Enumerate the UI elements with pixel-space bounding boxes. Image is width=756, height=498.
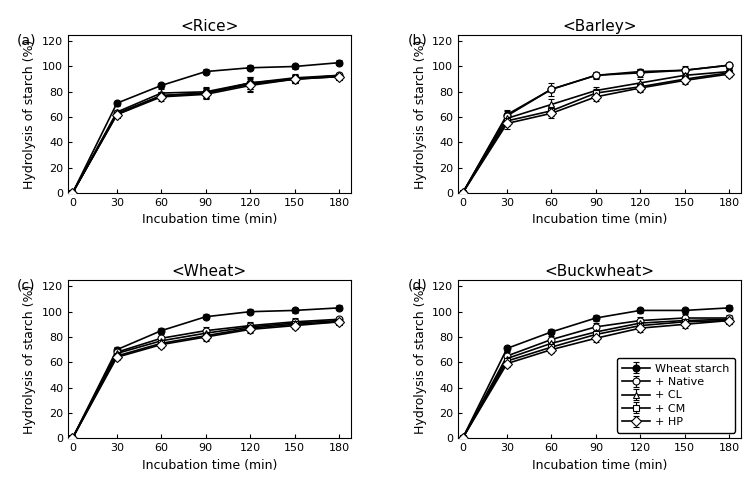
Legend: Wheat starch, + Native, + CL, + CM, + HP: Wheat starch, + Native, + CL, + CM, + HP [616, 358, 736, 433]
Y-axis label: Hydrolysis of starch (%): Hydrolysis of starch (%) [414, 39, 426, 189]
Y-axis label: Hydrolysis of starch (%): Hydrolysis of starch (%) [23, 284, 36, 434]
Title: <Buckwheat>: <Buckwheat> [544, 264, 655, 279]
Text: (b): (b) [407, 33, 427, 47]
X-axis label: Incubation time (min): Incubation time (min) [141, 214, 277, 227]
Y-axis label: Hydrolysis of starch (%): Hydrolysis of starch (%) [414, 284, 426, 434]
X-axis label: Incubation time (min): Incubation time (min) [531, 459, 668, 472]
Title: <Rice>: <Rice> [180, 19, 239, 34]
X-axis label: Incubation time (min): Incubation time (min) [141, 459, 277, 472]
Text: (a): (a) [17, 33, 36, 47]
Title: <Barley>: <Barley> [562, 19, 637, 34]
Text: (c): (c) [17, 278, 36, 292]
Title: <Wheat>: <Wheat> [172, 264, 247, 279]
Text: (d): (d) [407, 278, 427, 292]
Y-axis label: Hydrolysis of starch (%): Hydrolysis of starch (%) [23, 39, 36, 189]
X-axis label: Incubation time (min): Incubation time (min) [531, 214, 668, 227]
